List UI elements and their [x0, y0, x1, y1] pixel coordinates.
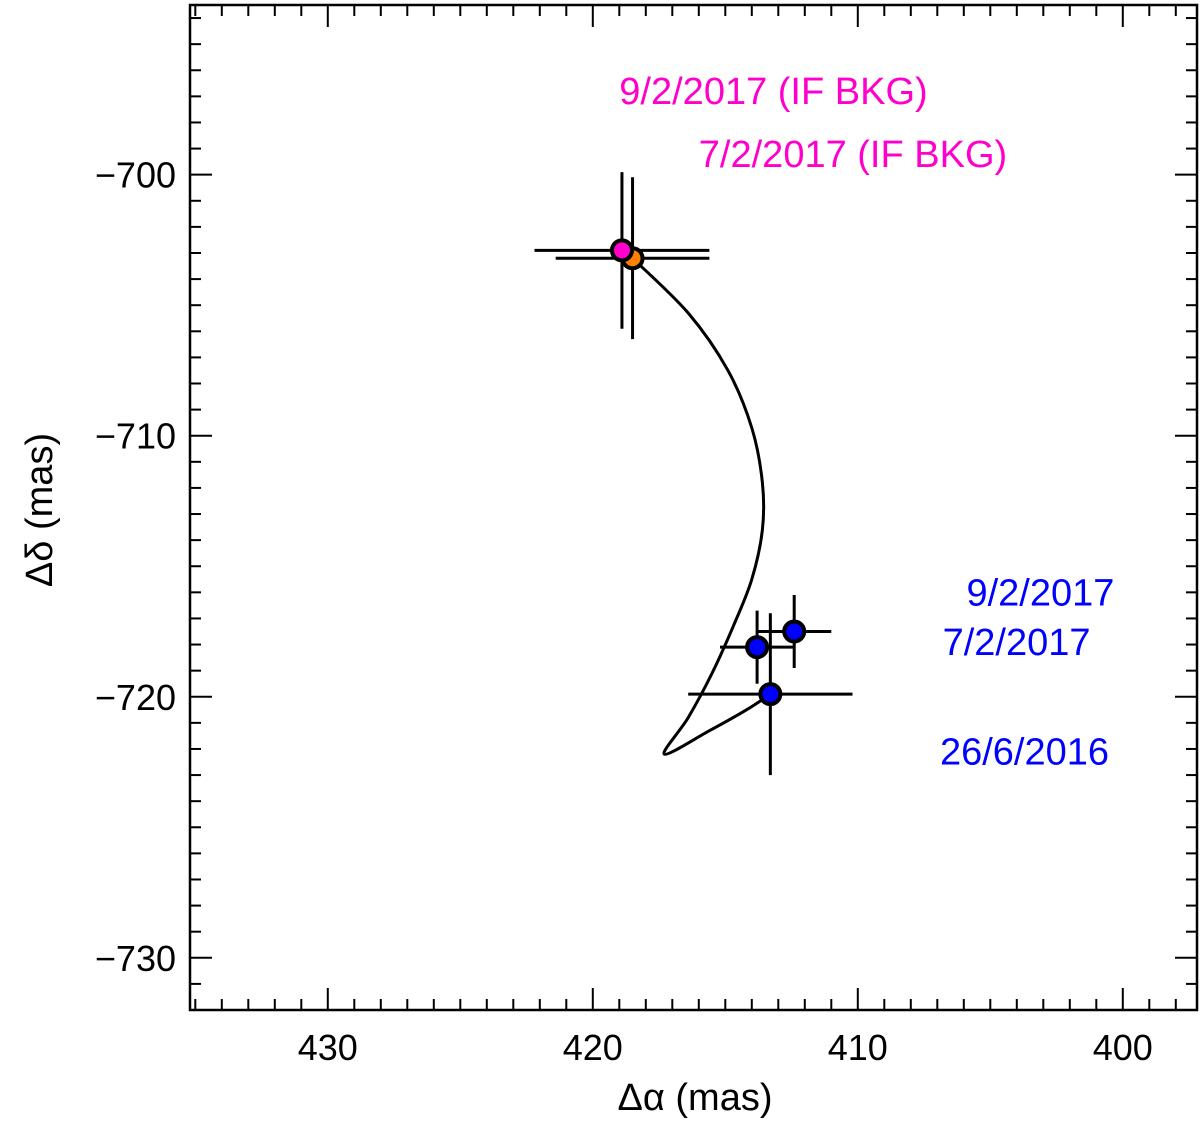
motion-curve	[631, 257, 772, 756]
annotations: 9/2/2017 (IF BKG) 7/2/2017 (IF BKG) 9/2/20…	[619, 71, 1114, 773]
y-tick-label: −720	[95, 677, 176, 718]
x-tick-label: 410	[828, 1027, 888, 1068]
data-point	[745, 635, 770, 660]
date-annotation: 7/2/2017 (IF BKG)	[699, 134, 1007, 176]
plot-frame	[188, 3, 1199, 1012]
y-tick-label: −730	[95, 938, 176, 979]
axes: 430 420 410 400 −700 −710 −720 −730	[95, 3, 1199, 1068]
x-axis-title: Δα (mas)	[617, 1077, 772, 1119]
data-points	[609, 238, 807, 707]
x-tick-label: 420	[563, 1027, 623, 1068]
date-annotation: 7/2/2017	[943, 622, 1091, 664]
date-annotation: 9/2/2017	[966, 572, 1114, 614]
motion-curve-group	[631, 257, 772, 756]
x-tick-label: 430	[298, 1027, 358, 1068]
data-point	[758, 682, 783, 707]
data-point	[782, 619, 807, 644]
y-tick-label: −700	[95, 155, 176, 196]
date-annotation: 9/2/2017 (IF BKG)	[619, 71, 927, 113]
error-bars	[534, 172, 853, 776]
y-tick-label: −710	[95, 416, 176, 457]
data-point	[609, 238, 634, 263]
y-axis-title: Δδ (mas)	[19, 433, 61, 587]
date-annotation: 26/6/2016	[940, 732, 1109, 774]
x-tick-label: 400	[1093, 1027, 1153, 1068]
